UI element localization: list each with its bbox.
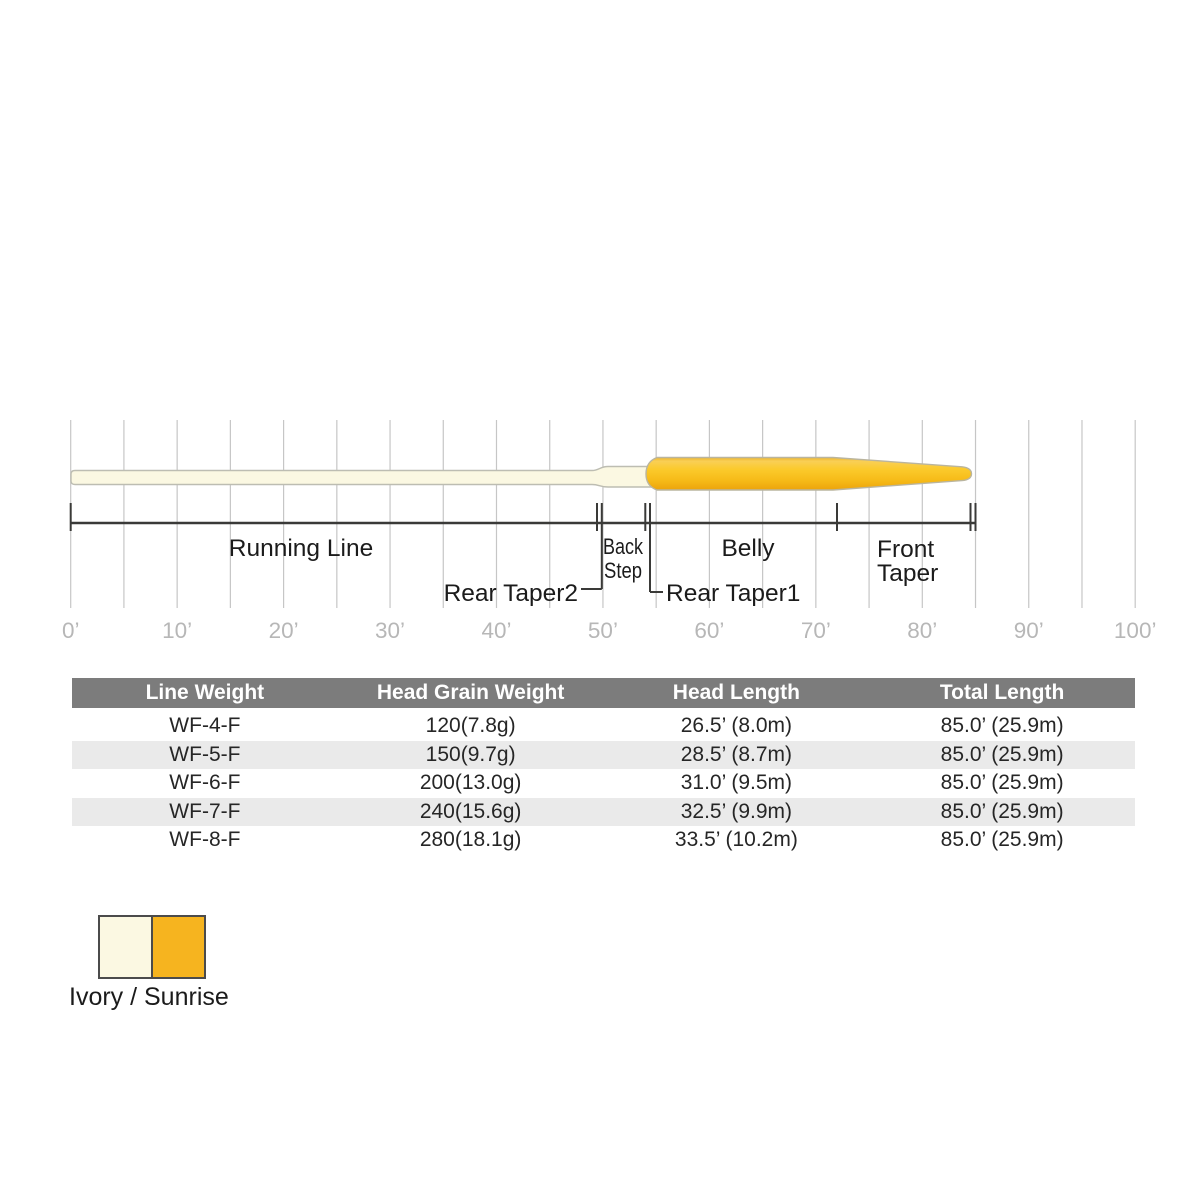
cell-line-weight: WF-4-F	[169, 714, 241, 737]
cell-line-weight: WF-8-F	[169, 828, 241, 852]
ivory-swatch	[100, 917, 153, 977]
cell-line-weight: WF-5-F	[169, 742, 241, 766]
cell-head-length: 32.5’ (9.9m)	[680, 799, 792, 823]
axis-tick-label: 100’	[1114, 618, 1157, 643]
cell-head-length: 26.5’ (8.0m)	[680, 714, 792, 737]
color-swatch	[98, 915, 206, 979]
cell-total-length: 85.0’ (25.9m)	[940, 714, 1064, 737]
back-step-label-line1: Back	[603, 534, 644, 559]
cell-head-grain-weight: 200(13.0g)	[419, 771, 522, 795]
cell-head-length: 33.5’ (10.2m)	[674, 828, 798, 852]
axis-tick-label: 90’	[1014, 618, 1044, 643]
cell-line-weight: WF-6-F	[169, 771, 241, 795]
back-step-label-line2: Step	[604, 558, 642, 583]
head-profile	[645, 456, 973, 491]
table-row: WF-7-F 240(15.6g) 32.5’ (9.9m) 85.0’ (25…	[72, 797, 1135, 827]
col-header-total-length: Total Length	[939, 681, 1065, 704]
legend-label: Ivory / Sunrise	[69, 983, 229, 1011]
cell-head-length: 28.5’ (8.7m)	[680, 742, 792, 766]
cell-line-weight: WF-7-F	[169, 799, 241, 823]
sunrise-swatch	[153, 917, 204, 977]
rear-taper1-label: Rear Taper1	[666, 580, 800, 607]
spec-table-body: WF-4-F 120(7.8g) 26.5’ (8.0m) 85.0’ (25.…	[72, 712, 1135, 855]
col-header-head-length: Head Length	[672, 681, 800, 704]
axis-tick-label: 60’	[694, 618, 724, 643]
cell-total-length: 85.0’ (25.9m)	[940, 771, 1064, 795]
table-row: WF-6-F 200(13.0g) 31.0’ (9.5m) 85.0’ (25…	[72, 769, 1135, 798]
axis-tick-label: 40’	[481, 618, 511, 643]
line-taper-diagram: 0’ 10’ 20’ 30’ 40’ 50’ 60’ 70’ 80’ 90’ 100’ Runnin…	[62, 420, 1157, 643]
cell-head-grain-weight: 120(7.8g)	[425, 714, 516, 737]
belly-label: Belly	[721, 535, 775, 562]
cell-head-grain-weight: 280(18.1g)	[419, 828, 522, 852]
cell-total-length: 85.0’ (25.9m)	[940, 742, 1064, 766]
col-header-head-grain-weight: Head Grain Weight	[376, 681, 565, 704]
feet-axis-labels: 0’ 10’ 20’ 30’ 40’ 50’ 60’ 70’ 80’ 90’ 100’	[62, 618, 1157, 643]
table-row: WF-8-F 280(18.1g) 33.5’ (10.2m) 85.0’ (2…	[72, 826, 1135, 855]
front-taper-label-line1: Front	[877, 536, 934, 563]
axis-tick-label: 10’	[162, 618, 192, 643]
spec-table: Line Weight Head Grain Weight Head Lengt…	[72, 678, 1135, 855]
running-line-profile	[70, 465, 663, 488]
axis-tick-label: 70’	[801, 618, 831, 643]
measurement-bracket	[69, 503, 977, 593]
front-taper-label-line2: Taper	[877, 560, 938, 587]
running-line-label: Running Line	[229, 535, 373, 562]
axis-tick-label: 50’	[588, 618, 618, 643]
table-row: WF-4-F 120(7.8g) 26.5’ (8.0m) 85.0’ (25.…	[72, 712, 1135, 741]
axis-tick-label: 20’	[269, 618, 299, 643]
table-row: WF-5-F 150(9.7g) 28.5’ (8.7m) 85.0’ (25.…	[72, 740, 1135, 770]
cell-head-grain-weight: 150(9.7g)	[425, 742, 516, 766]
cell-total-length: 85.0’ (25.9m)	[940, 828, 1064, 852]
rear-taper2-label: Rear Taper2	[444, 580, 578, 607]
col-header-line-weight: Line Weight	[145, 681, 265, 704]
cell-head-length: 31.0’ (9.5m)	[680, 771, 792, 795]
cell-head-grain-weight: 240(15.6g)	[419, 799, 522, 823]
axis-tick-label: 30’	[375, 618, 405, 643]
cell-total-length: 85.0’ (25.9m)	[940, 799, 1064, 823]
axis-tick-label: 80’	[907, 618, 937, 643]
spec-table-header: Line Weight Head Grain Weight Head Lengt…	[72, 678, 1135, 708]
axis-tick-label: 0’	[62, 618, 80, 643]
